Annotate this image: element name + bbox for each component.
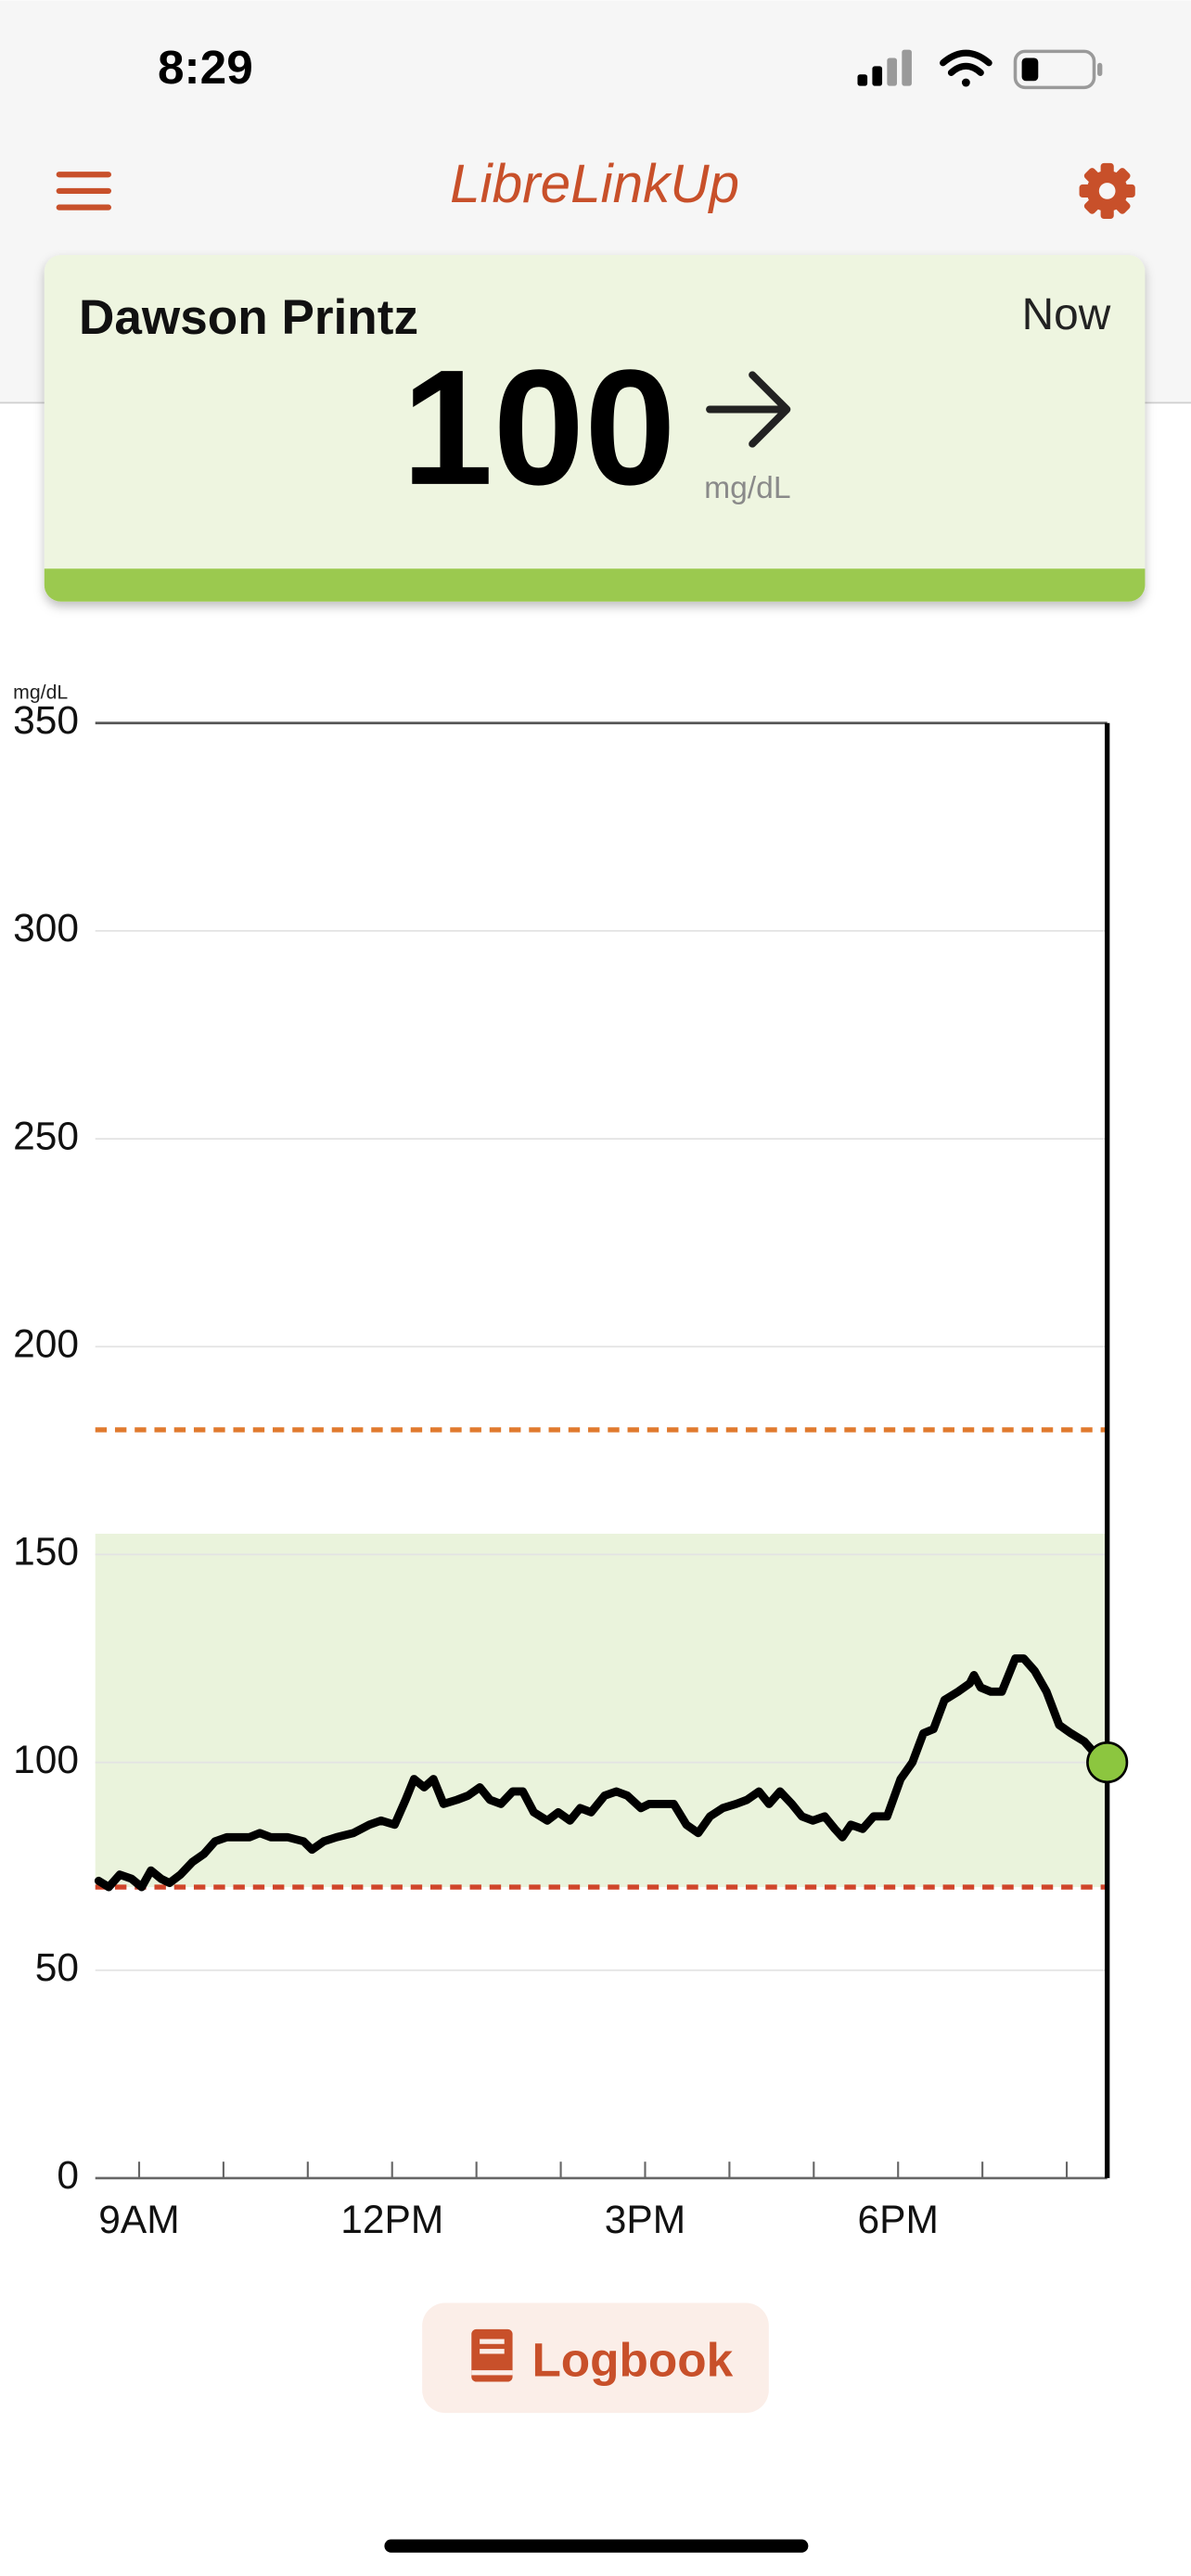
y-axis-unit: mg/dL [13,681,68,703]
y-tick-label: 250 [13,1115,79,1158]
y-tick-label: 150 [13,1531,79,1575]
x-tick-label: 9AM [98,2199,179,2242]
logbook-button[interactable]: Logbook [422,2302,769,2414]
wifi-icon [940,49,992,87]
card-background [44,255,1146,602]
current-reading-marker [1086,1741,1129,1784]
glucose-line [94,1654,1112,1892]
x-tick-label: 6PM [858,2199,939,2242]
glucose-unit: mg/dL [704,471,790,505]
y-tick-label: 50 [35,1946,79,1990]
y-tick-label: 350 [13,699,79,743]
trend-arrow [706,371,791,448]
signal-icon [857,49,912,86]
battery-icon [1013,49,1103,90]
menu-button[interactable] [56,172,111,210]
book-icon [471,2328,513,2382]
status-time: 8:29 [158,41,253,94]
app-title: LibreLinkUp [450,154,739,214]
glucose-value: 100 [402,336,675,519]
y-tick-label: 0 [57,2154,79,2198]
x-tick-label: 3PM [605,2199,685,2242]
glucose-chart: mg/dL 0 50 100 150 200 250 300 350 9AM 12PM 3PM 6PM [13,681,1129,2242]
patient-name: Dawson Printz [79,290,418,345]
glucose-card[interactable]: Dawson Printz Now 100 mg/dL [44,255,1146,602]
home-indicator [384,2539,809,2553]
x-tick-label: 12PM [340,2199,443,2242]
y-tick-label: 200 [13,1322,79,1366]
card-status-bar [44,568,1146,602]
button-label: Logbook [531,2334,733,2387]
y-tick-label: 100 [13,1739,79,1782]
y-tick-label: 300 [13,907,79,950]
reading-time: Now [1022,290,1111,339]
settings-button[interactable] [1079,162,1135,220]
